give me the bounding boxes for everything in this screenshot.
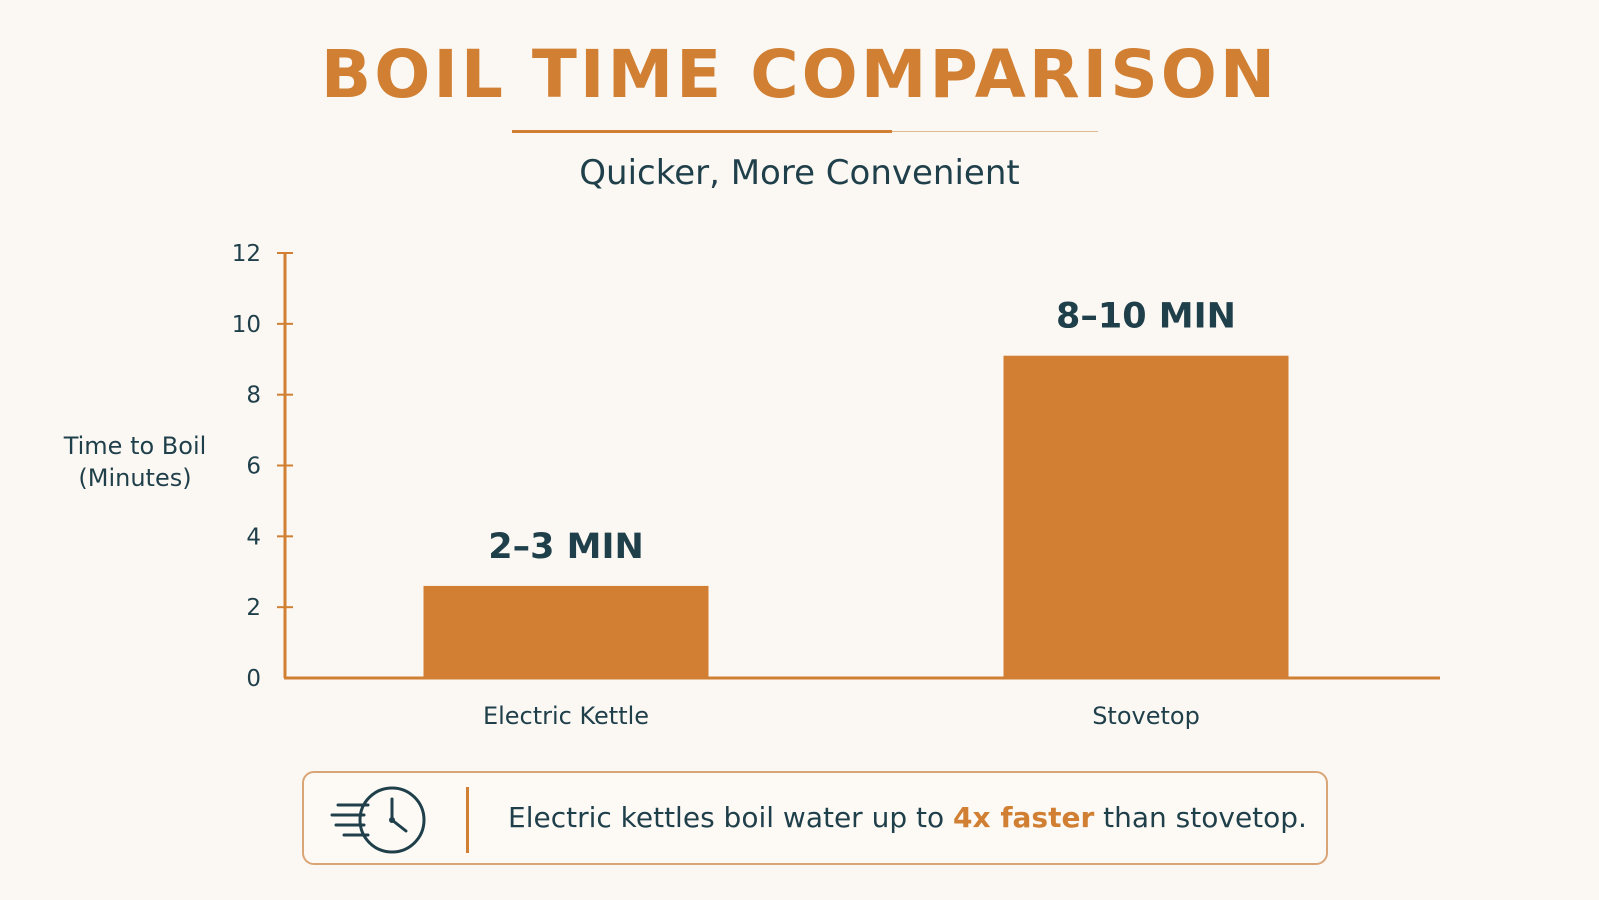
callout-text: Electric kettles boil water up to 4x fas…: [508, 773, 1307, 863]
y-tick-label: 10: [232, 312, 261, 338]
title-divider-accent: [512, 130, 892, 133]
callout-text-before: Electric kettles boil water up to: [508, 801, 954, 834]
y-axis-label-line-1: Time to Boil: [63, 432, 207, 460]
callout-divider: [466, 787, 469, 853]
data-labels: 2–3 MIN 8–10 MIN: [488, 297, 1236, 567]
x-axis: Electric Kettle Stovetop: [483, 702, 1200, 730]
x-category-label: Stovetop: [1092, 702, 1200, 730]
chart-subtitle: Quicker, More Convenient: [579, 153, 1020, 193]
bar-chart: 0 2 4 6 8 10 12 Electric Kettle Stovetop 2–3 MI…: [232, 241, 1440, 730]
y-tick-label: 4: [246, 524, 261, 550]
callout-text-after: than stovetop.: [1094, 801, 1307, 834]
x-category-label: Electric Kettle: [483, 702, 649, 730]
bar-electric-kettle: [423, 585, 709, 678]
y-axis-label: Time to Boil (Minutes): [40, 430, 230, 494]
bars: [423, 355, 1289, 678]
callout-highlight: 4x faster: [953, 801, 1095, 834]
bar-data-label: 2–3 MIN: [488, 527, 644, 567]
y-axis-label-line-2: (Minutes): [78, 464, 192, 492]
clock-speed-icon: [330, 786, 426, 854]
y-tick-label: 2: [246, 595, 261, 621]
bar-data-label: 8–10 MIN: [1056, 297, 1236, 337]
bar-stovetop: [1003, 355, 1289, 678]
y-tick-label: 12: [232, 241, 261, 267]
y-tick-label: 6: [246, 454, 261, 480]
y-tick-label: 0: [246, 666, 261, 692]
callout-box: Electric kettles boil water up to 4x fas…: [302, 771, 1328, 865]
chart-title: BOIL TIME COMPARISON: [320, 36, 1279, 113]
y-tick-label: 8: [246, 383, 261, 409]
